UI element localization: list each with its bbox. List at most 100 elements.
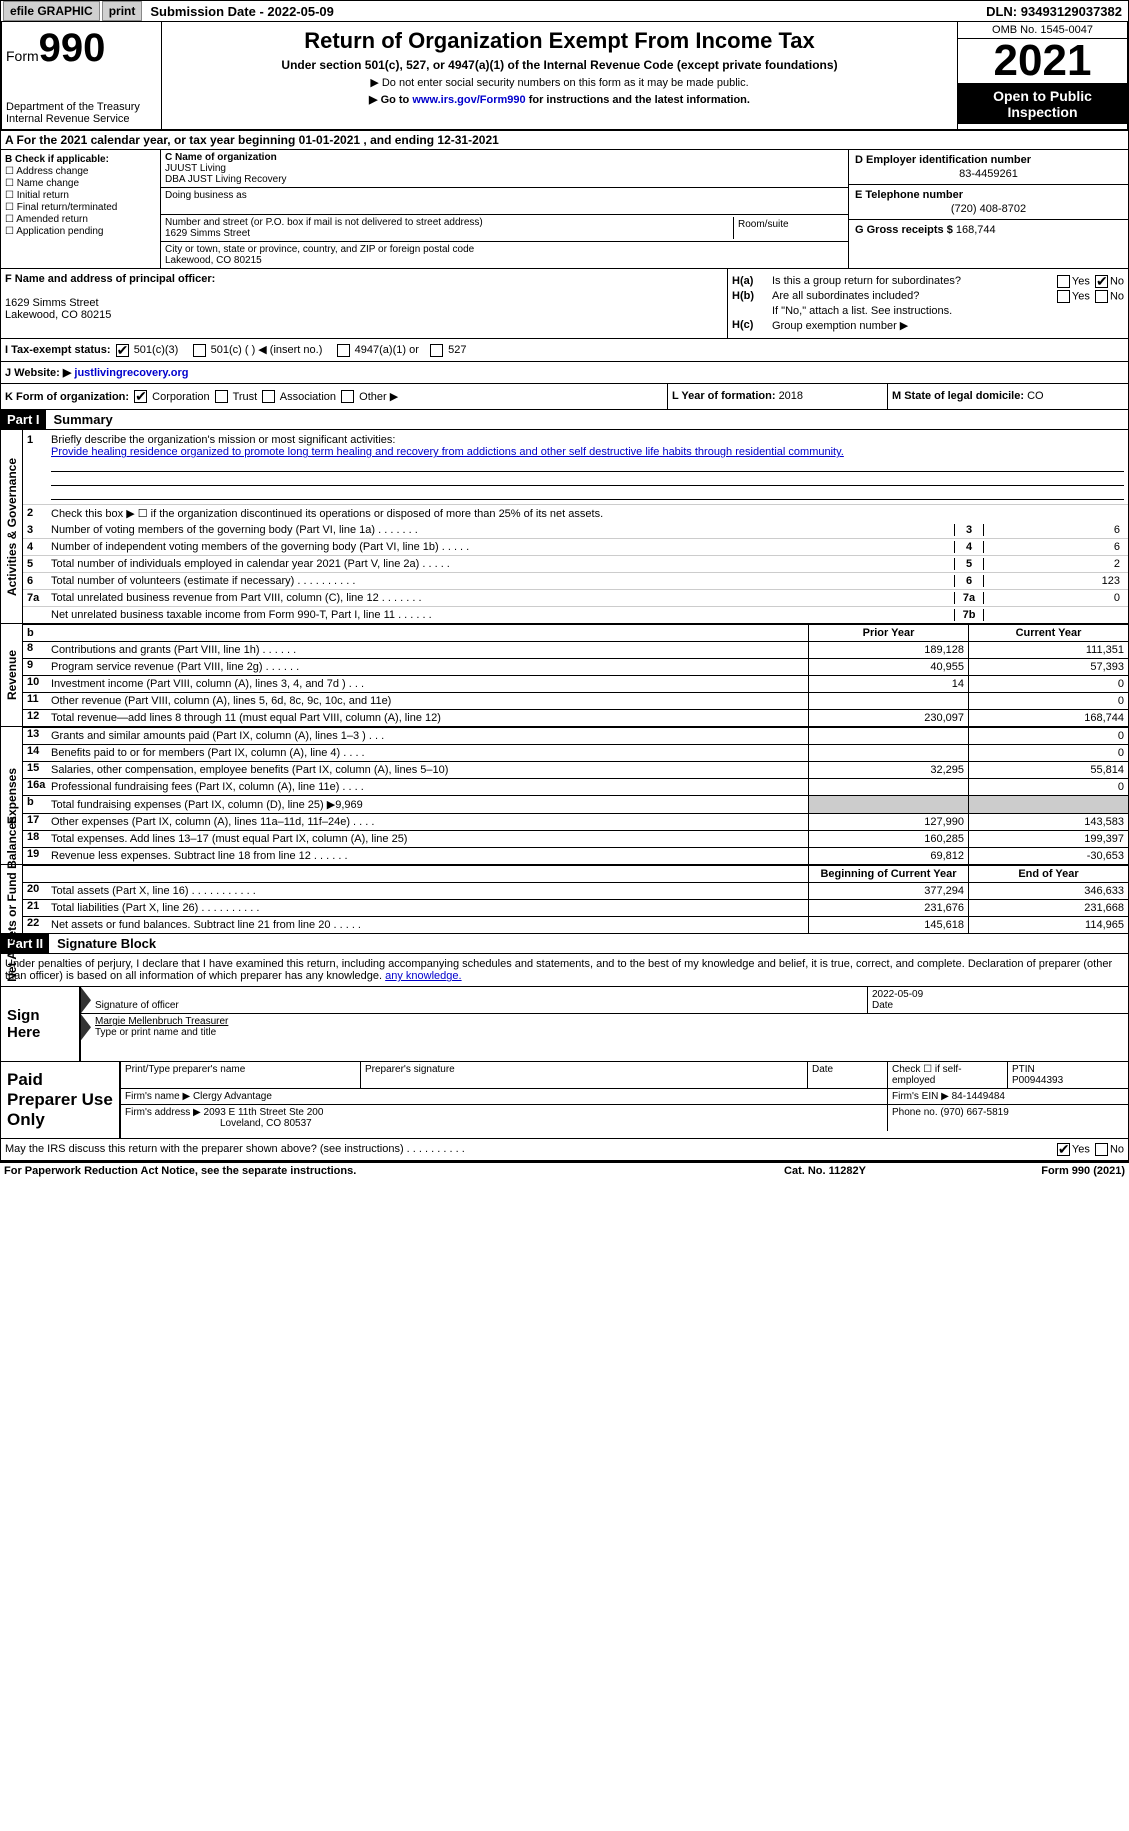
ha-yes[interactable]	[1057, 275, 1070, 288]
part1-header: Part I Summary	[0, 410, 1129, 430]
arrow-icon	[81, 1014, 91, 1040]
signature-intro: Under penalties of perjury, I declare th…	[0, 954, 1129, 987]
fin-line-18: 18Total expenses. Add lines 13–17 (must …	[23, 830, 1128, 847]
cb-initial-return[interactable]: ☐ Initial return	[5, 190, 156, 201]
section-revenue: Revenue b Prior Year Current Year 8Contr…	[0, 624, 1129, 727]
form-header: Form990 Department of the Treasury Inter…	[0, 22, 1129, 131]
section-expenses: Expenses 13Grants and similar amounts pa…	[0, 727, 1129, 865]
dept-irs: Internal Revenue Service	[6, 113, 157, 125]
cb-other[interactable]	[341, 390, 354, 403]
vlabel-governance: Activities & Governance	[5, 458, 19, 596]
fin-line-15: 15Salaries, other compensation, employee…	[23, 761, 1128, 778]
fin-line-10: 10Investment income (Part VIII, column (…	[23, 675, 1128, 692]
cb-assoc[interactable]	[262, 390, 275, 403]
year-formation: L Year of formation: 2018	[668, 384, 888, 410]
sign-here-label: Sign Here	[1, 987, 81, 1061]
gov-line-6: 6Total number of volunteers (estimate if…	[23, 572, 1128, 589]
part2-header: Part II Signature Block	[0, 934, 1129, 954]
city-row: City or town, state or province, country…	[161, 242, 848, 268]
page-footer: For Paperwork Reduction Act Notice, see …	[0, 1161, 1129, 1179]
address-row: Number and street (or P.O. box if mail i…	[161, 215, 848, 242]
cb-name-change[interactable]: ☐ Name change	[5, 178, 156, 189]
gov-line-3: 3Number of voting members of the governi…	[23, 522, 1128, 538]
block-fgh: F Name and address of principal officer:…	[0, 269, 1129, 339]
row-j-website: J Website: ▶ justlivingrecovery.org	[0, 362, 1129, 384]
hb-no[interactable]	[1095, 290, 1108, 303]
sig-date: 2022-05-09	[872, 989, 923, 1000]
ha-row: H(a) Is this a group return for subordin…	[732, 275, 1124, 288]
prep-selfemp: Check ☐ if self-employed	[888, 1062, 1008, 1088]
gross-box: G Gross receipts $ 168,744	[849, 220, 1128, 240]
fin-line-9: 9Program service revenue (Part VIII, lin…	[23, 658, 1128, 675]
firm-ein: Firm's EIN ▶ 84-1449484	[888, 1089, 1128, 1104]
netassets-header: Beginning of Current Year End of Year	[23, 865, 1128, 882]
hb-row: H(b) Are all subordinates included? Yes …	[732, 290, 1124, 303]
firm-name: Firm's name ▶ Clergy Advantage	[121, 1089, 888, 1104]
form-subtitle: Under section 501(c), 527, or 4947(a)(1)…	[166, 58, 953, 72]
gov-line-7b: Net unrelated business taxable income fr…	[23, 606, 1128, 623]
cb-corp[interactable]	[134, 390, 147, 403]
top-toolbar: efile GRAPHIC print Submission Date - 20…	[0, 0, 1129, 22]
paid-preparer-label: Paid Preparer Use Only	[1, 1062, 121, 1138]
fin-line-17: 17Other expenses (Part IX, column (A), l…	[23, 813, 1128, 830]
firm-phone: Phone no. (970) 667-5819	[888, 1105, 1128, 1131]
gov-line-5: 5Total number of individuals employed in…	[23, 555, 1128, 572]
cb-trust[interactable]	[215, 390, 228, 403]
cb-4947[interactable]	[337, 344, 350, 357]
fin-line-b: bTotal fundraising expenses (Part IX, co…	[23, 795, 1128, 813]
cb-501c[interactable]	[193, 344, 206, 357]
row-i-tax-status: I Tax-exempt status: 501(c)(3) 501(c) ( …	[0, 339, 1129, 362]
tax-year: 2021	[958, 39, 1127, 84]
cb-address-change[interactable]: ☐ Address change	[5, 166, 156, 177]
irs-discuss-row: May the IRS discuss this return with the…	[0, 1139, 1129, 1161]
officer-name: Margie Mellenbruch Treasurer	[95, 1016, 228, 1027]
efile-label: efile GRAPHIC	[3, 1, 100, 21]
fin-line-19: 19Revenue less expenses. Subtract line 1…	[23, 847, 1128, 864]
form-note-ssn: ▶ Do not enter social security numbers o…	[166, 76, 953, 89]
prep-sig-label: Preparer's signature	[361, 1062, 808, 1088]
section-governance: Activities & Governance 1 Briefly descri…	[0, 430, 1129, 624]
state-domicile: M State of legal domicile: CO	[888, 384, 1128, 410]
fin-line-13: 13Grants and similar amounts paid (Part …	[23, 727, 1128, 744]
prep-date-label: Date	[808, 1062, 888, 1088]
form-note-goto: ▶ Go to www.irs.gov/Form990 for instruct…	[166, 93, 953, 106]
paid-preparer-block: Paid Preparer Use Only Print/Type prepar…	[0, 1062, 1129, 1139]
prep-name-label: Print/Type preparer's name	[121, 1062, 361, 1088]
fin-line-12: 12Total revenue—add lines 8 through 11 (…	[23, 709, 1128, 726]
vlabel-netassets: Net Assets or Fund Balances	[5, 816, 19, 982]
ein-box: D Employer identification number83-44592…	[849, 150, 1128, 185]
col-b-checkboxes: B Check if applicable: ☐ Address change …	[1, 150, 161, 268]
officer-addr1: 1629 Simms Street	[5, 297, 723, 309]
ha-no[interactable]	[1095, 275, 1108, 288]
arrow-icon	[81, 987, 91, 1013]
open-inspection: Open to Public Inspection	[958, 84, 1127, 124]
cb-527[interactable]	[430, 344, 443, 357]
fin-line-14: 14Benefits paid to or for members (Part …	[23, 744, 1128, 761]
sig-officer-label: Signature of officer	[95, 1000, 179, 1011]
fin-line-11: 11Other revenue (Part VIII, column (A), …	[23, 692, 1128, 709]
firm-address: Firm's address ▶ 2093 E 11th Street Ste …	[121, 1105, 888, 1131]
cb-501c3[interactable]	[116, 344, 129, 357]
block-bcd: B Check if applicable: ☐ Address change …	[0, 150, 1129, 269]
hb-yes[interactable]	[1057, 290, 1070, 303]
fin-line-21: 21Total liabilities (Part X, line 26) . …	[23, 899, 1128, 916]
website-link[interactable]: justlivingrecovery.org	[74, 367, 188, 379]
cb-final-return[interactable]: ☐ Final return/terminated	[5, 202, 156, 213]
vlabel-revenue: Revenue	[5, 650, 19, 700]
print-button[interactable]: print	[102, 1, 143, 21]
irs-link[interactable]: www.irs.gov/Form990	[412, 94, 525, 106]
officer-addr2: Lakewood, CO 80215	[5, 309, 723, 321]
dba-row: Doing business as	[161, 188, 848, 215]
discuss-yes[interactable]	[1057, 1143, 1070, 1156]
hc-row: H(c)Group exemption number ▶	[732, 319, 1124, 332]
row-a-taxyear: A For the 2021 calendar year, or tax yea…	[0, 131, 1129, 150]
gov-line-4: 4Number of independent voting members of…	[23, 538, 1128, 555]
cb-amended[interactable]: ☐ Amended return	[5, 214, 156, 225]
discuss-no[interactable]	[1095, 1143, 1108, 1156]
hb-note: If "No," attach a list. See instructions…	[732, 305, 1124, 317]
form-title: Return of Organization Exempt From Incom…	[166, 28, 953, 54]
revenue-header: b Prior Year Current Year	[23, 624, 1128, 641]
sign-here-block: Sign Here Signature of officer 2022-05-0…	[0, 987, 1129, 1062]
cb-app-pending[interactable]: ☐ Application pending	[5, 226, 156, 237]
org-name-row: C Name of organization JUUST Living DBA …	[161, 150, 848, 188]
